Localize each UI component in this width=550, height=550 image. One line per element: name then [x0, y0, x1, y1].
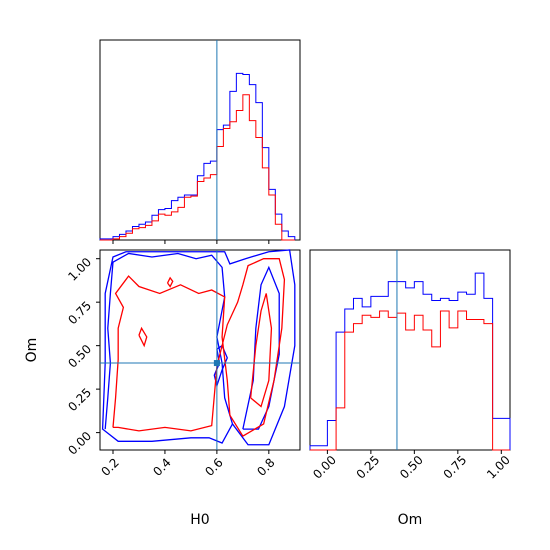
- panel-hist-Om: 0.00 0.25 0.50 0.75 1.00 Om: [309, 249, 513, 528]
- hist-Om-frame: [309, 249, 511, 451]
- contour-ytick-label: 0.25: [65, 385, 94, 414]
- contour-xtick-label: 0.4: [150, 455, 173, 478]
- hist-Om-xtick-label: 0.00: [310, 453, 339, 482]
- contour-frame: [99, 249, 301, 451]
- contour-xtick-label: 0.8: [254, 455, 277, 478]
- xlabel-Om: Om: [398, 512, 423, 528]
- hist-Om-blue-step: [309, 272, 511, 450]
- contour-y-ticks: 0.00 0.25 0.50 0.75 1.00: [65, 255, 100, 458]
- hist-H0-red-step: [100, 94, 295, 241]
- contour-red-1: [250, 293, 273, 408]
- xlabel-H0: H0: [190, 512, 209, 528]
- panel-hist-H0: [99, 39, 301, 244]
- hist-Om-xtick-label: 0.75: [441, 453, 470, 482]
- contour-ytick-label: 0.50: [65, 342, 94, 371]
- contour-series: [101, 249, 296, 446]
- hist-H0-frame: [99, 39, 301, 241]
- contour-red-0: [112, 258, 286, 437]
- hist-Om-xtick-label: 0.25: [354, 453, 383, 482]
- contour-ytick-label: 0.00: [65, 429, 94, 458]
- contour-red-3: [166, 276, 174, 288]
- hist-Om-xtick-label: 0.50: [397, 453, 426, 482]
- contour-ytick-label: 1.00: [65, 255, 94, 284]
- contour-xtick-label: 0.6: [202, 455, 225, 478]
- hist-Om-xtick-label: 1.00: [484, 453, 513, 482]
- hist-H0-series: [99, 72, 296, 244]
- contour-blue-0: [101, 249, 296, 446]
- hist-Om-x-ticks: 0.00 0.25 0.50 0.75 1.00: [310, 450, 513, 482]
- contour-ytick-label: 0.75: [65, 298, 94, 327]
- hist-Om-series: [309, 272, 511, 451]
- contour-red-2: [138, 326, 148, 348]
- contour-x-ticks: 0.2 0.4 0.6 0.8: [98, 450, 278, 479]
- hist-H0-blue-step: [99, 72, 296, 240]
- panel-contour: 0.2 0.4 0.6 0.8 0.00 0.25 0.50 0.75 1.00 H0 Om: [24, 249, 301, 528]
- hist-Om-red-step: [310, 310, 510, 451]
- contour-xtick-label: 0.2: [98, 455, 121, 478]
- ylabel-Om: Om: [24, 338, 40, 363]
